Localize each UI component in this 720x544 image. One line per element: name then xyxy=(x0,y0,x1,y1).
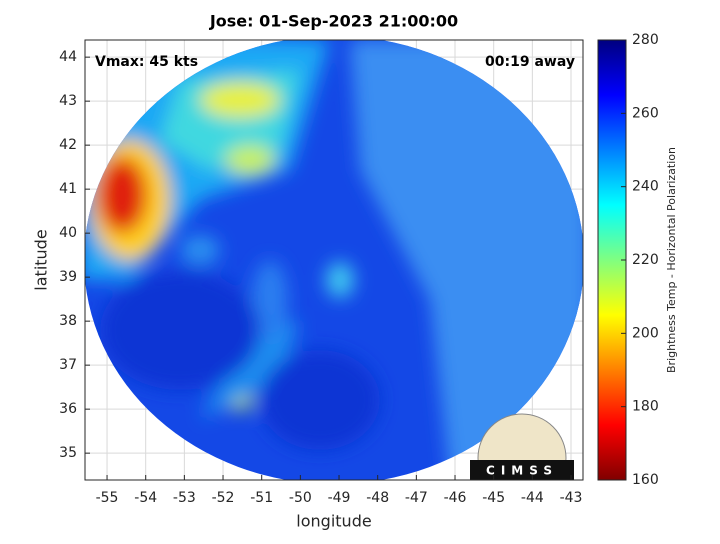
y-tick-label: 43 xyxy=(59,93,77,109)
x-tick-label: -54 xyxy=(134,490,157,506)
y-tick-label: 35 xyxy=(59,445,77,461)
x-tick-label: -46 xyxy=(444,490,467,506)
x-tick-label: -47 xyxy=(405,490,428,506)
colorbar-tick-label: 200 xyxy=(632,325,659,341)
x-tick-label: -43 xyxy=(560,490,583,506)
x-axis-label: longitude xyxy=(296,512,371,531)
x-tick-label: -48 xyxy=(366,490,389,506)
y-tick-label: 36 xyxy=(59,401,77,417)
x-tick-label: -44 xyxy=(521,490,544,506)
y-tick-label: 42 xyxy=(59,137,77,153)
x-tick-label: -51 xyxy=(250,490,273,506)
x-tick-label: -50 xyxy=(289,490,312,506)
chart-title: Jose: 01-Sep-2023 21:00:00 xyxy=(209,12,458,31)
colorbar-tick-label: 180 xyxy=(632,399,659,415)
y-tick-label: 39 xyxy=(59,269,77,285)
x-tick-label: -55 xyxy=(96,490,119,506)
y-axis-label: latitude xyxy=(32,229,51,290)
colorbar-tick-label: 220 xyxy=(632,252,659,268)
x-tick-label: -52 xyxy=(212,490,235,506)
satellite-image: CIMSS xyxy=(85,40,583,480)
colorbar-tick-label: 240 xyxy=(632,179,659,195)
plot-frame xyxy=(84,39,584,481)
logo-text: CIMSS xyxy=(486,464,558,478)
logo-band xyxy=(470,460,574,480)
annotation: Vmax: 45 kts xyxy=(95,54,198,70)
y-tick-label: 44 xyxy=(59,49,77,65)
colorbar-tick-label: 280 xyxy=(632,32,659,48)
y-tick-label: 37 xyxy=(59,357,77,373)
y-tick-label: 40 xyxy=(59,225,77,241)
x-tick-label: -45 xyxy=(482,490,505,506)
y-tick-label: 41 xyxy=(59,181,77,197)
annotation: 00:19 away xyxy=(485,54,575,70)
colorbar-label: Brightness Temp - Horizontal Polarizatio… xyxy=(665,147,678,373)
logo xyxy=(477,413,567,480)
x-tick-label: -49 xyxy=(328,490,351,506)
x-tick-label: -53 xyxy=(173,490,196,506)
y-tick-label: 38 xyxy=(59,313,77,329)
colorbar-tick-label: 260 xyxy=(632,105,659,121)
colorbar-tick-label: 160 xyxy=(632,472,659,488)
